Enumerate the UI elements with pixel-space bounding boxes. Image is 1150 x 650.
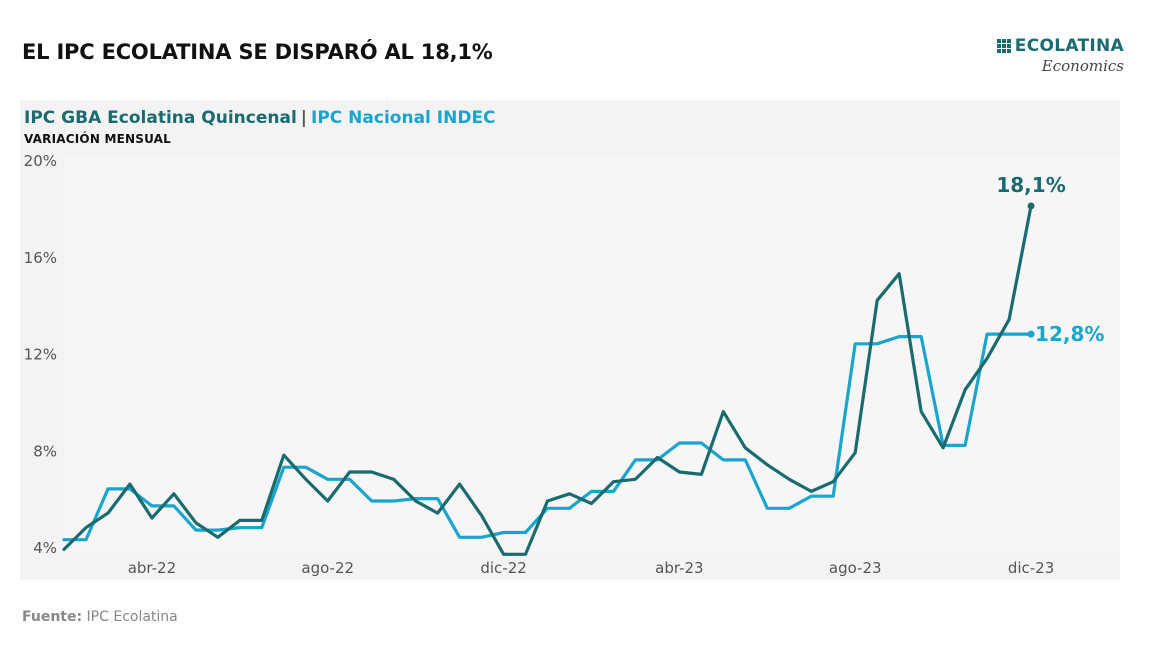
- source-text: IPC Ecolatina: [86, 609, 178, 625]
- y-tick-label: 8%: [33, 442, 57, 460]
- logo-grid-icon: [996, 39, 1011, 53]
- logo-subtitle: Economics: [1041, 57, 1124, 75]
- brand-logo: ECOLATINA Economics: [996, 36, 1124, 75]
- legend-series-indec: IPC Nacional INDEC: [311, 108, 496, 128]
- source-label: Fuente:: [22, 609, 83, 625]
- y-tick-label: 4%: [33, 539, 57, 557]
- data-label-indec: 12,8%: [1035, 322, 1104, 346]
- end-point-indec: [1027, 330, 1035, 338]
- x-tick-label: ago-23: [829, 559, 882, 577]
- data-label-ecolatina: 18,1%: [996, 173, 1065, 197]
- chart-subtitle: VARIACIÓN MENSUAL: [24, 132, 171, 146]
- chart-legend: IPC GBA Ecolatina Quincenal | IPC Nacional…: [24, 108, 496, 128]
- x-tick-label: dic-22: [480, 559, 526, 577]
- y-tick-label: 12%: [24, 346, 57, 364]
- logo-name: ECOLATINA: [1014, 36, 1124, 56]
- x-tick-label: abr-23: [655, 559, 703, 577]
- end-point-ecolatina: [1027, 202, 1035, 210]
- legend-series-ecolatina: IPC GBA Ecolatina Quincenal: [24, 108, 297, 128]
- source-note: Fuente: IPC Ecolatina: [22, 609, 178, 625]
- x-tick-label: ago-22: [301, 559, 354, 577]
- x-tick-label: abr-22: [128, 559, 176, 577]
- y-tick-label: 16%: [24, 249, 57, 267]
- series-line-ecolatina: [62, 204, 1033, 556]
- legend-separator: |: [300, 108, 307, 128]
- y-tick-label: 20%: [24, 152, 57, 170]
- plot-area: [64, 158, 1120, 552]
- x-tick-label: dic-23: [1008, 559, 1054, 577]
- chart-title: EL IPC ECOLATINA SE DISPARÓ AL 18,1%: [22, 40, 493, 64]
